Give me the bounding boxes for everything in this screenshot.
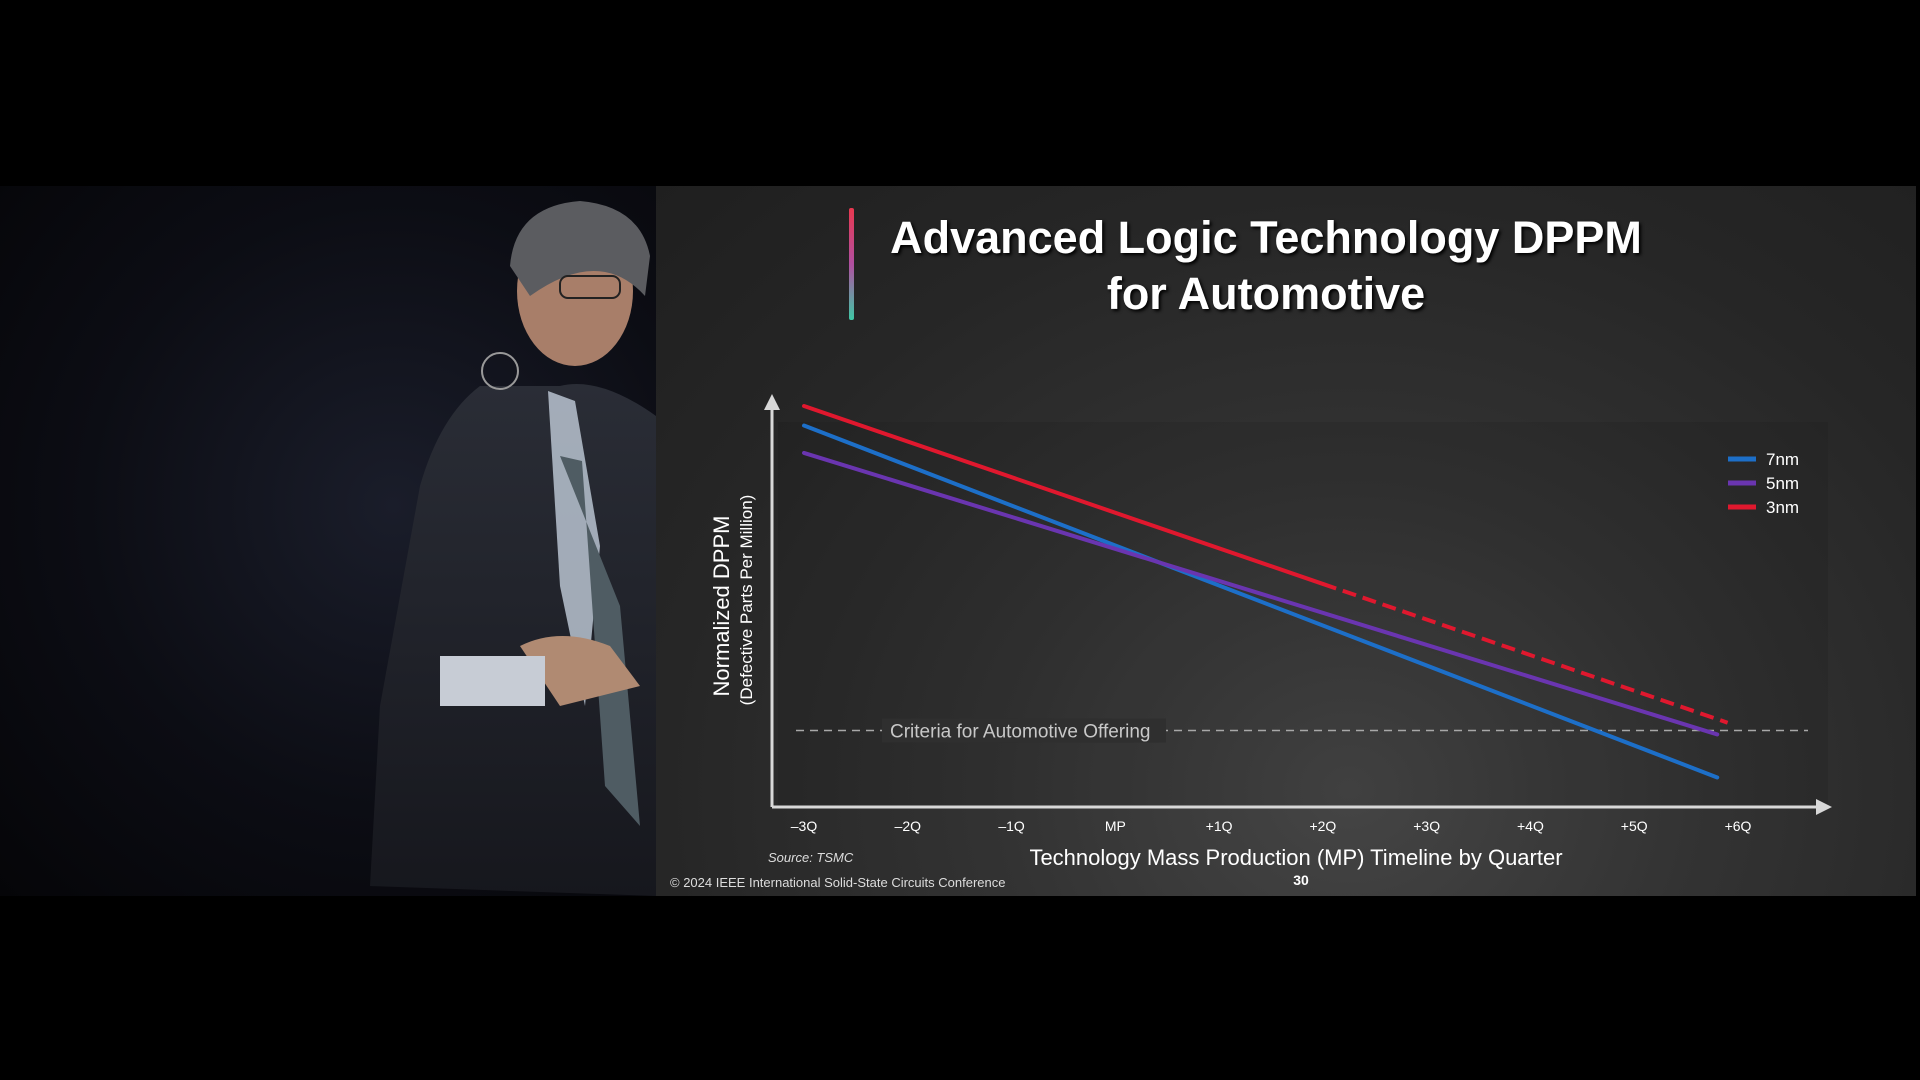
- legend-label-5nm: 5nm: [1766, 474, 1799, 493]
- x-tick-label: MP: [1105, 818, 1126, 834]
- criteria-label-bg: [882, 718, 1166, 743]
- dppm-chart: Criteria for Automotive Offering –3Q –2Q –…: [709, 394, 1832, 870]
- x-axis-label: Technology Mass Production (MP) Timeline…: [1029, 845, 1562, 870]
- y-axis-sublabel: (Defective Parts Per Million): [737, 495, 756, 706]
- x-tick-label: +2Q: [1309, 818, 1336, 834]
- x-tick-label: +4Q: [1517, 818, 1544, 834]
- x-tick-label: +3Q: [1413, 818, 1440, 834]
- source-note: Source: TSMC: [768, 850, 854, 865]
- slide-title-line-1: Advanced Logic Technology DPPM: [890, 212, 1642, 263]
- x-tick-layer: –3Q –2Q –1Q MP +1Q +2Q +3Q +4Q +5Q +6Q: [791, 818, 1752, 834]
- speaker-video: [0, 186, 656, 896]
- y-axis-arrow: [764, 394, 780, 410]
- slide: Advanced Logic Technology DPPM for Autom…: [656, 186, 1916, 896]
- x-tick-label: –1Q: [998, 818, 1025, 834]
- plot-area: [778, 422, 1828, 807]
- x-tick-label: +1Q: [1206, 818, 1233, 834]
- legend-label-3nm: 3nm: [1766, 498, 1799, 517]
- series-3nm-projection: [1322, 582, 1729, 725]
- page-number: 30: [1293, 872, 1309, 888]
- presenter-figure: [370, 201, 656, 896]
- x-axis-arrow: [1816, 799, 1832, 815]
- y-axis-label: Normalized DPPM: [709, 516, 734, 697]
- legend-label-7nm: 7nm: [1766, 450, 1799, 469]
- video-frame: Advanced Logic Technology DPPM for Autom…: [0, 186, 1920, 896]
- copyright-note: © 2024 IEEE International Solid-State Ci…: [670, 875, 1006, 890]
- criteria-label: Criteria for Automotive Offering: [890, 722, 1150, 743]
- series-3nm-line: [802, 404, 1325, 586]
- x-tick-label: –3Q: [791, 818, 818, 834]
- series-5nm-line: [802, 450, 1720, 737]
- series-7nm-line: [802, 423, 1720, 780]
- title-accent-bar: [849, 208, 854, 320]
- series-layer: [802, 404, 1729, 780]
- slide-title-line-2: for Automotive: [1106, 268, 1426, 319]
- x-tick-label: +6Q: [1725, 818, 1752, 834]
- x-tick-label: +5Q: [1621, 818, 1648, 834]
- x-tick-label: –2Q: [895, 818, 922, 834]
- legend: 7nm 5nm 3nm: [1728, 450, 1799, 517]
